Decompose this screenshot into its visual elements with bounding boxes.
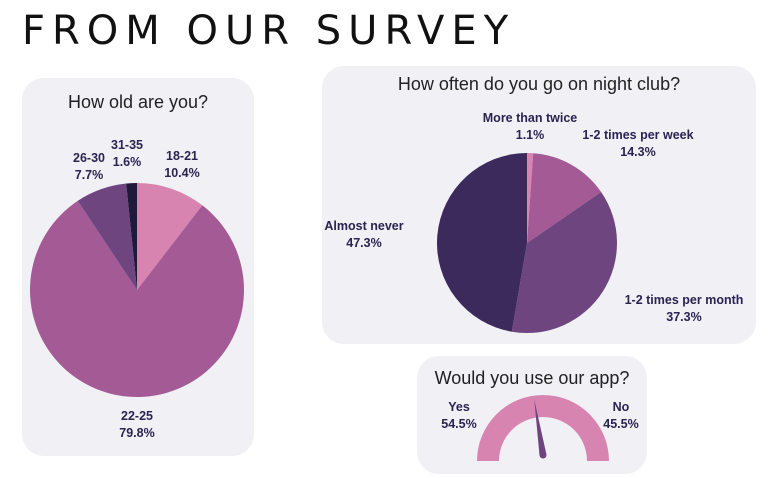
nightclub-label-week: 1-2 times per week 14.3%: [582, 128, 693, 159]
gauge-needle: [534, 399, 547, 459]
age-label-31-35: 31-35 1.6%: [111, 138, 143, 169]
nightclub-chart-title: How often do you go on night club?: [397, 74, 681, 94]
nightclub-label-almost-never: Almost never 47.3%: [324, 219, 403, 250]
age-label-26-30: 26-30 7.7%: [73, 151, 105, 182]
gauge-label-yes: Yes 54.5%: [441, 400, 476, 431]
nightclub-slice-1-2-times-per-month: [511, 191, 617, 333]
nightclub-label-more-than-twice: More than twice 1.1%: [483, 111, 578, 142]
app-gauge-title: Would you use our app?: [434, 368, 630, 388]
age-slice-18-21: [137, 183, 203, 290]
age-chart-title: How old are you?: [67, 92, 209, 112]
nightclub-slice-1-2-times-per-week: [527, 153, 602, 243]
gauge-label-no: No 45.5%: [603, 400, 638, 431]
nightclub-slice-more-than-twice: [527, 153, 534, 243]
nightclub-label-month: 1-2 times per month 37.3%: [625, 293, 744, 324]
age-label-22-25: 22-25 79.8%: [119, 409, 154, 440]
nightclub-slice-almost-never: [437, 153, 527, 332]
age-label-18-21: 18-21 10.4%: [164, 149, 199, 180]
age-slice-22-25: [29, 200, 245, 397]
page-title: FROM OUR SURVEY: [22, 8, 516, 54]
gauge-arc: [477, 395, 609, 461]
age-slice-26-30: [77, 183, 137, 290]
age-slice-31-35: [126, 183, 137, 290]
